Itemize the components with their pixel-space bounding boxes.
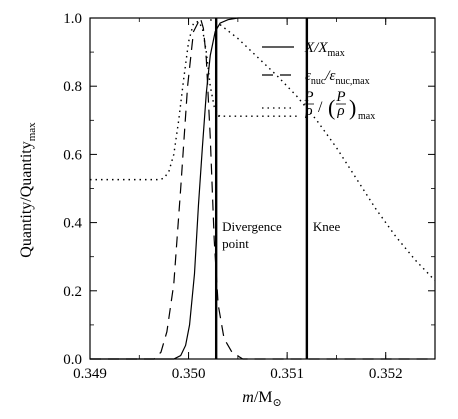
legend-label-x: X/Xmax [304, 40, 345, 59]
svg-text:P: P [303, 89, 313, 105]
vertical-line-label: point [222, 236, 249, 251]
svg-text:max: max [358, 111, 375, 122]
series-layer [90, 16, 436, 360]
y-tick-label: 0.2 [63, 284, 82, 300]
y-tick-label: 0.4 [63, 216, 82, 232]
y-tick-label: 0.6 [63, 147, 82, 163]
x-axis-title: m/M⊙ [242, 389, 281, 409]
svg-text:(: ( [328, 95, 335, 120]
y-tick-label: 1.0 [63, 11, 82, 27]
svg-text:P: P [335, 89, 345, 105]
legend-label-eps: εnuc/εnuc,max [305, 68, 370, 87]
vertical-line-label: Divergence [222, 219, 282, 234]
x-tick-label: 0.351 [270, 366, 304, 382]
svg-text:): ) [349, 95, 356, 120]
x-tick-label: 0.352 [369, 366, 403, 382]
series-line-3 [209, 19, 436, 282]
svg-text:ρ: ρ [336, 103, 344, 119]
y-axis-title: Quantity/Quantitymax [18, 122, 38, 258]
y-tick-label: 0.0 [63, 352, 82, 368]
legend: X/Xmax εnuc/εnuc,max P ρ / ( P ρ ) max [262, 40, 375, 122]
svg-text:/: / [318, 99, 323, 116]
x-tick-label: 0.349 [73, 366, 107, 382]
x-tick-label: 0.350 [172, 366, 206, 382]
legend-label-p-over-rho: P ρ / ( P ρ ) max [303, 89, 375, 122]
svg-text:ρ: ρ [304, 103, 312, 119]
plot-frame [89, 17, 436, 360]
series-line-0 [90, 17, 435, 360]
vertical-lines-layer: Divergence point Knee [214, 18, 341, 359]
series-line-2 [90, 20, 221, 181]
y-tick-label: 0.8 [63, 79, 82, 95]
ticks-layer: 0.349 0.350 0.351 0.352 0.0 0.2 0.4 0.6 0.8 1.0 [63, 11, 436, 382]
series-line-1 [90, 16, 435, 360]
vertical-line-label: Knee [313, 219, 341, 234]
